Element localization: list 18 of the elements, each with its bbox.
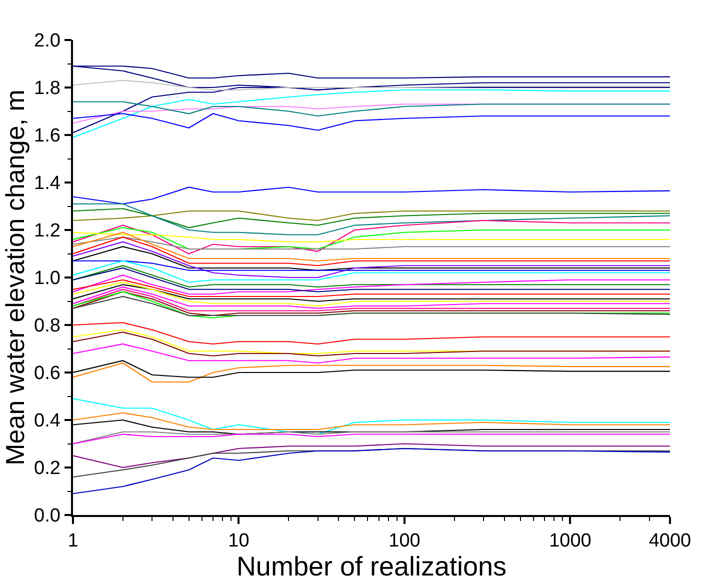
y-tick-label: 0.4 xyxy=(34,410,61,432)
y-tick-label: 0.6 xyxy=(34,363,60,384)
y-tick-label: 1.0 xyxy=(34,268,60,290)
x-tick-label: 100 xyxy=(388,530,420,552)
y-axis-title: Mean water elevation change, m xyxy=(0,90,30,466)
x-tick-label: 4000 xyxy=(648,530,692,552)
y-tick-label: 0.2 xyxy=(34,458,60,480)
y-tick-label: 1.6 xyxy=(34,126,60,147)
y-tick-label: 1.2 xyxy=(34,220,60,242)
y-tick-label: 0.8 xyxy=(34,316,60,337)
x-tick-label: 10 xyxy=(228,530,250,552)
y-tick-label: 0.0 xyxy=(34,506,60,527)
x-axis-title: Number of realizations xyxy=(236,552,507,582)
x-tick-label: 1000 xyxy=(549,530,592,552)
y-tick-label: 1.4 xyxy=(34,173,61,194)
y-tick-label: 2.0 xyxy=(34,30,60,52)
x-tick-label: 1 xyxy=(68,530,78,552)
y-tick-label: 1.8 xyxy=(34,78,60,100)
